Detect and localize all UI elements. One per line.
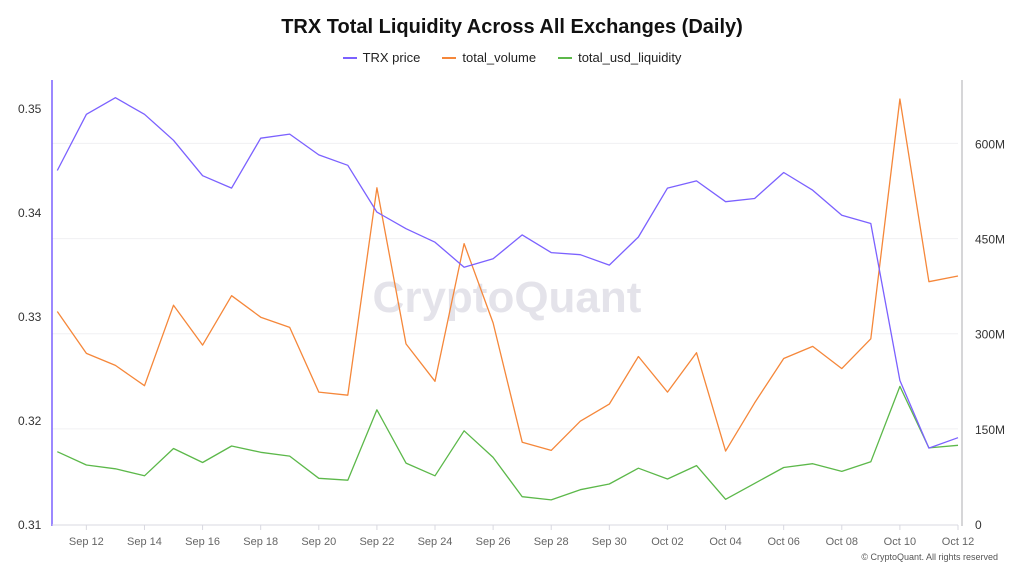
- left-axis-tick-label: 0.34: [18, 206, 42, 220]
- legend-item-total-usd-liquidity[interactable]: total_usd_liquidity: [558, 50, 681, 65]
- x-axis-tick-label: Oct 12: [942, 536, 974, 548]
- legend-swatch: [342, 56, 357, 59]
- x-axis-tick-label: Sep 22: [359, 536, 394, 548]
- x-axis-tick-label: Sep 26: [476, 536, 511, 548]
- series-line-total-volume: [56, 98, 959, 452]
- series-line-total-usd-liquidity: [57, 385, 959, 501]
- x-axis-tick-label: Sep 16: [185, 536, 220, 548]
- legend-label: total_usd_liquidity: [578, 50, 682, 65]
- x-axis-tick-label: Sep 24: [418, 536, 453, 548]
- chart-title: TRX Total Liquidity Across All Exchanges…: [281, 16, 743, 38]
- legend-item-total-volume[interactable]: total_volume: [442, 50, 536, 65]
- legend-label: TRX price: [362, 50, 421, 65]
- legend-label: total_volume: [462, 50, 537, 65]
- x-axis-tick-label: Sep 20: [301, 536, 336, 548]
- x-axis-tick-label: Sep 18: [243, 536, 278, 548]
- legend-swatch: [442, 56, 457, 59]
- left-axis-tick-label: 0.35: [18, 102, 42, 116]
- right-axis-tick-label: 150M: [975, 423, 1005, 437]
- right-axis-tick-label: 0: [975, 518, 982, 532]
- legend-swatch: [558, 56, 573, 59]
- series-line-trx-price: [56, 97, 959, 449]
- x-axis-tick-label: Sep 28: [534, 536, 569, 548]
- x-axis-tick-label: Oct 06: [767, 536, 799, 548]
- x-axis-tick-label: Oct 02: [651, 536, 683, 548]
- right-axis-tick-label: 600M: [975, 137, 1005, 151]
- legend-item-trx-price[interactable]: TRX price: [342, 50, 421, 65]
- legend: TRX price total_volume total_usd_liquidi…: [0, 50, 1024, 65]
- x-axis-tick-label: Oct 10: [884, 536, 916, 548]
- right-axis-tick-label: 450M: [975, 233, 1005, 247]
- watermark: CryptoQuant: [373, 273, 642, 322]
- copyright: © CryptoQuant. All rights reserved: [861, 552, 998, 562]
- left-axis-tick-label: 0.32: [18, 414, 42, 428]
- x-axis-tick-label: Sep 14: [127, 536, 162, 548]
- x-axis-tick-label: Sep 30: [592, 536, 627, 548]
- x-axis-tick-label: Oct 04: [709, 536, 741, 548]
- x-axis-tick-label: Oct 08: [826, 536, 858, 548]
- left-axis-tick-label: 0.33: [18, 310, 42, 324]
- left-axis-tick-label: 0.31: [18, 518, 42, 532]
- right-axis-tick-label: 300M: [975, 328, 1005, 342]
- x-axis-tick-label: Sep 12: [69, 536, 104, 548]
